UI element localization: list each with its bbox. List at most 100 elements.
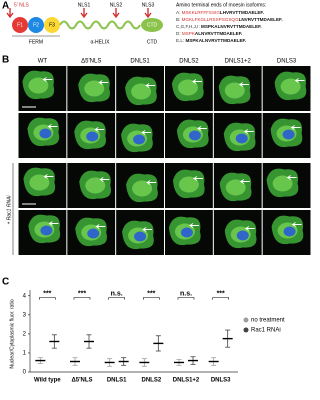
sequence-tag: B: bbox=[176, 17, 180, 22]
pointer-arrow bbox=[94, 127, 105, 132]
significance-label: *** bbox=[43, 290, 51, 297]
sequence-red: MGKLFKGLLRSSPSGSQG bbox=[182, 17, 239, 22]
nucleus bbox=[283, 226, 296, 237]
cell-glow bbox=[224, 82, 245, 99]
nucleus bbox=[133, 134, 146, 145]
domain-ctd bbox=[141, 18, 163, 32]
nucleus bbox=[87, 228, 100, 239]
y-tick-label: 0 bbox=[23, 370, 27, 376]
nucleus bbox=[180, 227, 193, 238]
x-tick-label: DNLS3 bbox=[211, 378, 231, 384]
sequence-black: MSPKALNVRVTTMDAELEF. bbox=[185, 38, 246, 43]
alpha-helix bbox=[59, 20, 141, 30]
cell-glow bbox=[225, 179, 246, 196]
sequence-line: E,L: MSPKALNVRVTTMDAELEF. bbox=[176, 38, 246, 43]
significance-label: n.s. bbox=[180, 290, 192, 297]
pointer-arrow bbox=[189, 223, 199, 228]
domain-label: F2 bbox=[33, 22, 39, 28]
x-tick-label: DNLS1 bbox=[107, 378, 127, 384]
y-tick-label: 3 bbox=[23, 312, 27, 318]
pointer-arrow bbox=[141, 130, 152, 135]
nucleus bbox=[235, 133, 248, 144]
significance-bracket bbox=[143, 297, 160, 300]
sequence-red: MSKKLRFFFSSIG bbox=[182, 10, 221, 15]
cell-glow bbox=[131, 83, 152, 100]
y-tick-label: 4 bbox=[23, 293, 27, 299]
cell-glow bbox=[85, 177, 106, 194]
domain-diagram bbox=[6, 8, 163, 37]
panel-label: A bbox=[2, 1, 9, 12]
pointer-arrow bbox=[192, 79, 202, 84]
domain-f1 bbox=[12, 17, 28, 33]
pointer-arrow bbox=[43, 174, 54, 179]
region-label: CTD bbox=[147, 39, 158, 45]
pointer-arrow bbox=[145, 83, 156, 88]
column-label: DNLS1 bbox=[130, 59, 150, 65]
micrographs bbox=[12, 66, 311, 255]
pointer-arrow bbox=[98, 80, 109, 85]
sequence-line: C,G,F,H,J,I: MSPKALNVRVTTMDAELEF. bbox=[176, 24, 262, 29]
significance-bracket bbox=[39, 297, 56, 300]
cell-glow bbox=[177, 79, 198, 96]
domain-label: F3 bbox=[49, 22, 55, 28]
pointer-arrow bbox=[197, 126, 207, 131]
pointer-arrow bbox=[47, 124, 58, 129]
arrow bbox=[144, 8, 152, 19]
pointer-arrow bbox=[291, 222, 302, 227]
column-labels: WT Δ5'NLS DNLS1 DNLS2 DNLS1+2 DNLS3 bbox=[38, 59, 297, 65]
pointer-arrow bbox=[142, 227, 153, 232]
nucleus bbox=[40, 225, 53, 236]
domain-f2 bbox=[28, 17, 44, 33]
domain-label: CTD bbox=[147, 22, 158, 28]
pointer-arrow bbox=[290, 125, 301, 130]
significance-bracket bbox=[212, 297, 229, 300]
nucleus bbox=[236, 230, 249, 241]
pointer-arrow bbox=[294, 78, 305, 83]
sequence-black: MSPKALNVRVTTMDAELEF. bbox=[201, 24, 262, 29]
nucleus bbox=[282, 129, 295, 140]
pointer-arrow bbox=[243, 129, 254, 134]
arrow bbox=[80, 8, 88, 19]
sequence-red: MSPK bbox=[182, 31, 196, 36]
pointer-arrow bbox=[239, 179, 250, 184]
significance-label: *** bbox=[147, 290, 155, 297]
column-label: DNLS2 bbox=[179, 59, 199, 65]
sequences: A: MSKKLRFFFSSIGLHVRVTTMDAELEF. B: MGKLFK… bbox=[176, 10, 283, 43]
pointer-arrow bbox=[99, 177, 110, 182]
sequence-black: LNVRVTTMDAELEF. bbox=[239, 17, 283, 22]
column-label: WT bbox=[38, 59, 48, 65]
sequence-line: B: MGKLFKGLLRSSPSGSQGLNVRVTTMDAELEF. bbox=[176, 17, 283, 22]
figure: A 5' NLS NLS1 NLS2 NLS3 F1 F2 F3 CTD FER… bbox=[2, 1, 311, 384]
x-tick-label: Δ5'NLS bbox=[71, 378, 92, 384]
pointer-arrow bbox=[48, 221, 59, 226]
region-label: FERM bbox=[29, 39, 43, 45]
pointer-arrow bbox=[193, 176, 203, 181]
arrow bbox=[6, 8, 14, 19]
nls-label: NLS1 bbox=[78, 2, 91, 8]
pointer-arrow bbox=[95, 224, 106, 229]
nucleus bbox=[188, 130, 201, 141]
sequence-tag: E,L: bbox=[176, 38, 184, 43]
row-label: + Rac1 RNAi bbox=[6, 195, 12, 225]
x-tick-label: DNLS2 bbox=[141, 378, 161, 384]
cell-glow bbox=[84, 80, 105, 97]
legend-label: Rac1 RNAi bbox=[251, 328, 281, 334]
legend-label: no treatment bbox=[251, 318, 285, 324]
nls-label: 5' NLS bbox=[14, 2, 30, 8]
significance-bracket bbox=[108, 297, 125, 300]
sequence-tag: C,G,F,H,J,I: bbox=[176, 24, 200, 29]
region-label: α-HELIX bbox=[90, 39, 110, 45]
pointer-arrow bbox=[42, 77, 53, 82]
cell-glow bbox=[280, 78, 301, 95]
x-tick-label: DNLS1+2 bbox=[173, 378, 200, 384]
significance-bracket bbox=[73, 297, 91, 300]
significance-bracket bbox=[177, 297, 195, 300]
significance-label: *** bbox=[78, 290, 86, 297]
sequence-tag: D: bbox=[176, 31, 181, 36]
panel-label: C bbox=[2, 277, 9, 288]
chart: 0 1 2 3 4 Wild type *** Δ5'NLS *** DNLS1 n.s. DNLS2… bbox=[23, 290, 285, 384]
y-tick-label: 2 bbox=[23, 331, 27, 337]
nucleus bbox=[39, 128, 52, 139]
sequence-line: A: MSKKLRFFFSSIGLHVRVTTMDAELEF. bbox=[176, 10, 264, 15]
